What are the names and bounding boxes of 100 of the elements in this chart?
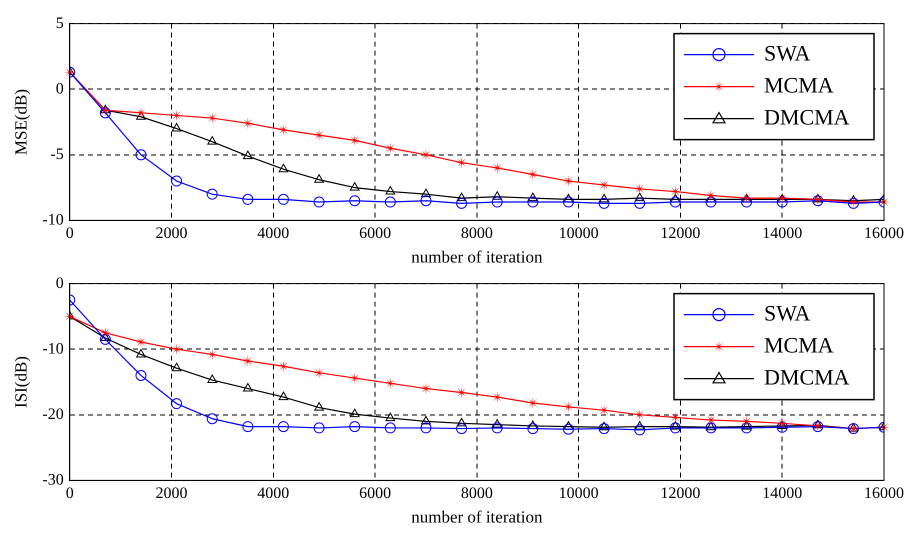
- y-tick-label: 0: [56, 274, 64, 292]
- point: [278, 392, 288, 400]
- point: [313, 366, 326, 379]
- point: [314, 174, 324, 183]
- point: [634, 424, 646, 436]
- point: [170, 343, 183, 356]
- x-tick-label: 4000: [257, 225, 290, 242]
- point: [562, 175, 574, 188]
- legend-label: DMCMA: [764, 104, 850, 130]
- x-tick-label: 8000: [460, 225, 493, 242]
- x-tick-label: 12000: [660, 225, 700, 242]
- x-tick-label: 10000: [558, 225, 599, 242]
- point: [207, 374, 218, 384]
- point: [242, 421, 254, 432]
- legend-label: MCMA: [764, 72, 834, 98]
- point: [704, 189, 717, 202]
- legend-label: SWA: [764, 300, 811, 326]
- x-axis-title: number of iteration: [411, 247, 543, 266]
- y-tick-label: -20: [42, 406, 64, 424]
- point: [314, 196, 325, 208]
- point: [99, 326, 112, 339]
- point: [242, 355, 254, 368]
- point: [704, 414, 717, 426]
- point: [420, 382, 432, 395]
- y-axis-title: ISI(dB): [12, 356, 31, 408]
- point: [386, 186, 396, 195]
- point: [634, 421, 645, 430]
- point: [242, 194, 254, 205]
- point: [348, 372, 361, 384]
- point: [278, 194, 289, 205]
- point: [492, 422, 503, 434]
- point: [456, 386, 468, 398]
- point: [741, 196, 752, 208]
- point: [384, 422, 396, 434]
- point: [384, 196, 396, 208]
- x-tick-label: 16000: [864, 225, 904, 242]
- point: [421, 416, 431, 424]
- legend-label: MCMA: [764, 332, 834, 358]
- point: [741, 422, 752, 434]
- point: [243, 150, 253, 160]
- y-tick-label: -5: [50, 146, 64, 164]
- y-axis-title: MSE(dB): [12, 88, 31, 156]
- point: [456, 198, 468, 209]
- point: [314, 402, 324, 411]
- point: [528, 192, 538, 202]
- point: [705, 196, 716, 208]
- point: [278, 421, 289, 432]
- point: [100, 332, 110, 342]
- point: [99, 104, 112, 116]
- point: [634, 408, 646, 421]
- point: [670, 194, 680, 202]
- point: [350, 408, 360, 418]
- point: [599, 194, 609, 202]
- x-tick-label: 14000: [762, 485, 802, 502]
- point: [526, 396, 539, 409]
- point: [242, 117, 254, 130]
- point: [136, 348, 146, 358]
- point: [313, 129, 326, 142]
- point: [848, 423, 858, 432]
- y-tick-label: -30: [42, 472, 64, 489]
- point: [813, 194, 823, 202]
- point: [776, 196, 788, 208]
- point: [314, 422, 325, 434]
- point: [562, 424, 574, 435]
- point: [527, 196, 538, 208]
- point: [634, 192, 645, 202]
- x-tick-label: 16000: [864, 485, 904, 502]
- x-tick-label: 12000: [660, 485, 700, 502]
- point: [420, 148, 432, 161]
- point: [206, 188, 218, 200]
- point: [420, 422, 432, 434]
- point: [171, 176, 182, 187]
- point: [206, 413, 218, 424]
- point: [562, 400, 574, 413]
- point: [135, 149, 146, 160]
- point: [526, 168, 539, 180]
- point: [243, 383, 253, 392]
- point: [172, 362, 182, 372]
- point: [135, 370, 146, 381]
- x-tick-label: 6000: [359, 485, 392, 502]
- point: [100, 104, 110, 114]
- point: [456, 418, 466, 426]
- point: [634, 198, 646, 209]
- point: [598, 423, 610, 434]
- point: [562, 196, 574, 208]
- legend-label: DMCMA: [764, 364, 850, 390]
- x-tick-label: 6000: [359, 225, 392, 242]
- point: [492, 196, 503, 208]
- point: [386, 412, 396, 422]
- point: [349, 195, 360, 206]
- point: [349, 421, 360, 432]
- point: [277, 360, 290, 372]
- point: [492, 419, 502, 428]
- point: [170, 109, 183, 122]
- point: [384, 142, 396, 154]
- point: [171, 398, 182, 410]
- point: [277, 124, 290, 136]
- point: [598, 178, 610, 191]
- point: [491, 391, 504, 404]
- point: [634, 182, 646, 195]
